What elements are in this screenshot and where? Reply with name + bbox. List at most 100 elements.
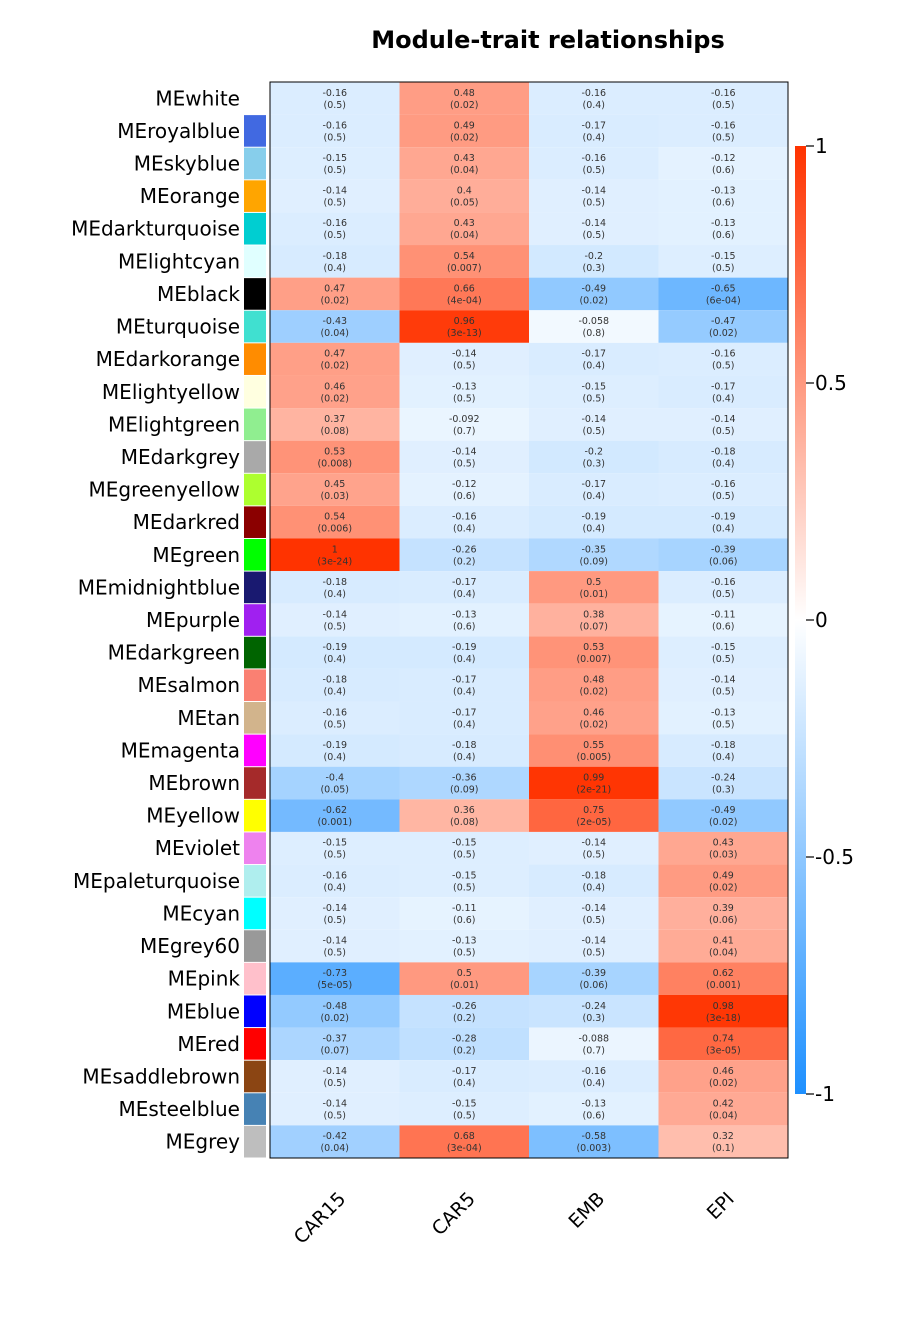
heatmap-cell <box>529 929 659 963</box>
cell-correlation: -0.48 <box>322 1001 347 1012</box>
heatmap-cell <box>529 864 659 898</box>
cell-pvalue: (0.5) <box>323 198 346 209</box>
cell-correlation: -0.16 <box>711 577 736 588</box>
heatmap-cell <box>658 1092 788 1126</box>
cell-correlation: -0.14 <box>581 838 606 849</box>
cell-correlation: -0.14 <box>322 936 347 947</box>
module-swatch <box>244 310 266 343</box>
cell-correlation: -0.18 <box>711 740 736 751</box>
cell-pvalue: (0.03) <box>320 491 349 502</box>
heatmap-cell <box>270 375 400 409</box>
heatmap-cell <box>529 245 659 278</box>
cell-correlation: -0.058 <box>578 316 609 327</box>
cell-pvalue: (0.6) <box>453 491 476 502</box>
cell-pvalue: (0.5) <box>712 132 735 143</box>
heatmap-cell <box>529 799 659 832</box>
cell-pvalue: (0.8) <box>582 328 605 339</box>
heatmap-cell <box>399 994 529 1028</box>
heatmap-cell <box>529 603 659 637</box>
heatmap-cell <box>399 929 529 963</box>
cell-correlation: 0.98 <box>713 1001 734 1012</box>
cell-pvalue: (0.5) <box>582 230 605 241</box>
row-label: MEpurple <box>146 608 240 632</box>
cell-correlation: -0.13 <box>711 707 736 718</box>
cell-correlation: -0.15 <box>452 838 477 849</box>
cell-correlation: -0.13 <box>711 218 736 229</box>
row-label: MEmagenta <box>121 738 240 762</box>
cell-correlation: -0.15 <box>322 153 347 164</box>
cell-correlation: 0.37 <box>324 414 345 425</box>
row-label: MEtan <box>177 706 240 730</box>
cell-correlation: -0.18 <box>322 675 347 686</box>
heatmap-cell <box>658 603 788 637</box>
heatmap-cell <box>399 831 529 865</box>
heatmap-cell <box>270 897 400 930</box>
cell-correlation: 0.48 <box>454 88 475 99</box>
cell-correlation: 0.36 <box>454 805 475 816</box>
cell-correlation: -0.28 <box>452 1033 477 1044</box>
cell-pvalue: (0.02) <box>709 882 738 893</box>
cell-correlation: -0.16 <box>581 1066 606 1077</box>
heatmap-cell <box>529 342 659 376</box>
cell-correlation: -0.092 <box>449 414 480 425</box>
module-swatch <box>244 245 266 278</box>
cell-pvalue: (0.007) <box>576 654 611 665</box>
cell-correlation: -0.088 <box>578 1033 609 1044</box>
module-color-swatches <box>244 82 266 1158</box>
heatmap-cell <box>270 994 400 1028</box>
heatmap-cell <box>658 342 788 376</box>
scale-tick-label: -1 <box>815 1082 835 1106</box>
cell-pvalue: (0.4) <box>323 263 346 274</box>
module-swatch <box>244 473 266 506</box>
cell-correlation: -0.19 <box>452 642 477 653</box>
row-label: MElightyellow <box>102 380 240 404</box>
heatmap-border <box>269 81 789 1159</box>
cell-correlation: -0.4 <box>325 773 344 784</box>
cell-correlation: -0.16 <box>322 870 347 881</box>
cell-pvalue: (0.5) <box>323 100 346 111</box>
heatmap-cell <box>529 179 659 213</box>
heatmap-cell <box>658 1125 788 1158</box>
cell-correlation: -0.14 <box>322 1099 347 1110</box>
chart-title: Module-trait relationships <box>371 26 725 54</box>
cell-pvalue: (2e-05) <box>576 817 611 828</box>
cell-pvalue: (0.5) <box>712 654 735 665</box>
heatmap-cell <box>658 245 788 278</box>
heatmap-cell <box>270 734 400 767</box>
cell-pvalue: (0.06) <box>709 915 738 926</box>
cell-pvalue: (6e-04) <box>706 295 741 306</box>
heatmap-cell <box>658 114 788 148</box>
row-label: MEsalmon <box>137 673 240 697</box>
heatmap-cell <box>270 212 400 246</box>
module-swatch <box>244 832 266 865</box>
row-label: MElightcyan <box>118 249 240 273</box>
cell-correlation: 0.53 <box>583 642 604 653</box>
heatmap-cell <box>529 82 659 115</box>
cell-pvalue: (0.4) <box>582 491 605 502</box>
row-label: MEroyalblue <box>117 119 240 143</box>
cell-pvalue: (0.005) <box>576 752 611 763</box>
cell-correlation: -0.16 <box>711 479 736 490</box>
heatmap-cell <box>399 114 529 148</box>
cell-correlation: -0.18 <box>452 740 477 751</box>
heatmap-cell <box>270 636 400 669</box>
cell-pvalue: (0.03) <box>709 850 738 861</box>
heatmap-cell <box>658 212 788 246</box>
cell-pvalue: (0.5) <box>323 622 346 633</box>
cell-correlation: -0.15 <box>711 251 736 262</box>
cell-correlation: 0.5 <box>457 968 472 979</box>
cell-pvalue: (0.6) <box>582 1111 605 1122</box>
heatmap-cell <box>270 571 400 604</box>
cell-correlation: -0.16 <box>581 88 606 99</box>
cell-correlation: 0.46 <box>324 381 345 392</box>
heatmap-cell <box>529 277 659 311</box>
cell-correlation: 0.68 <box>454 1131 475 1142</box>
cell-pvalue: (0.4) <box>453 1078 476 1089</box>
cell-correlation: -0.16 <box>711 120 736 131</box>
heatmap-cell <box>399 82 529 115</box>
cell-pvalue: (0.4) <box>323 752 346 763</box>
cell-pvalue: (0.02) <box>320 361 349 372</box>
heatmap-cell <box>658 962 788 995</box>
cell-correlation: -0.17 <box>452 577 477 588</box>
cell-pvalue: (0.04) <box>450 165 479 176</box>
